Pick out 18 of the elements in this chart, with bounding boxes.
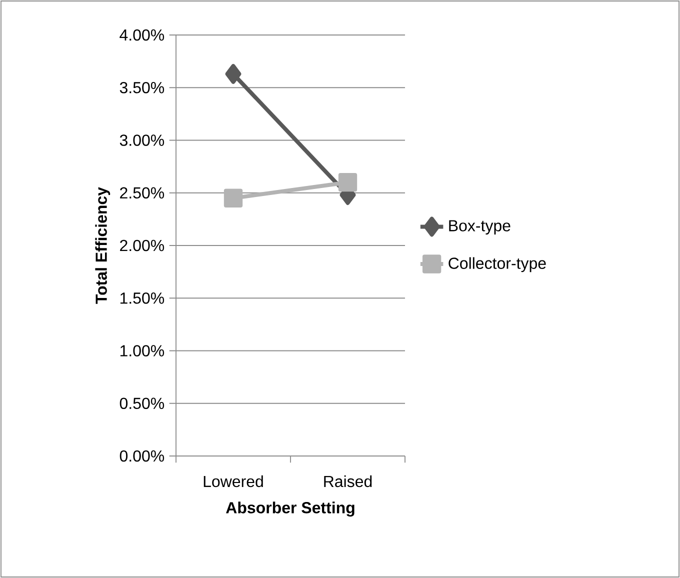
point [224, 188, 243, 208]
y-tick-label: 4.00% [120, 29, 164, 41]
legend-label: Collector-type [448, 257, 546, 272]
y-tick-label: 0.50% [120, 398, 164, 410]
y-tick-label: 1.00% [120, 345, 164, 356]
y-tick-label: 2.50% [120, 187, 164, 199]
x-axis-title: Absorber Setting [226, 502, 354, 517]
y-tick-label: 3.50% [120, 82, 164, 94]
y-axis-title: Total Efficiency [95, 187, 110, 304]
point [338, 173, 358, 192]
y-tick-label: 0.00% [120, 450, 164, 462]
legend-label: Box-type [449, 220, 510, 235]
y-tick-label: 1.50% [120, 292, 164, 304]
y-tick-label: 2.00% [120, 240, 164, 252]
point [225, 64, 242, 84]
y-tick-label: 3.00% [120, 134, 164, 146]
x-tick-label: Lowered [204, 475, 263, 488]
x-tick-label: Raised [324, 475, 372, 488]
